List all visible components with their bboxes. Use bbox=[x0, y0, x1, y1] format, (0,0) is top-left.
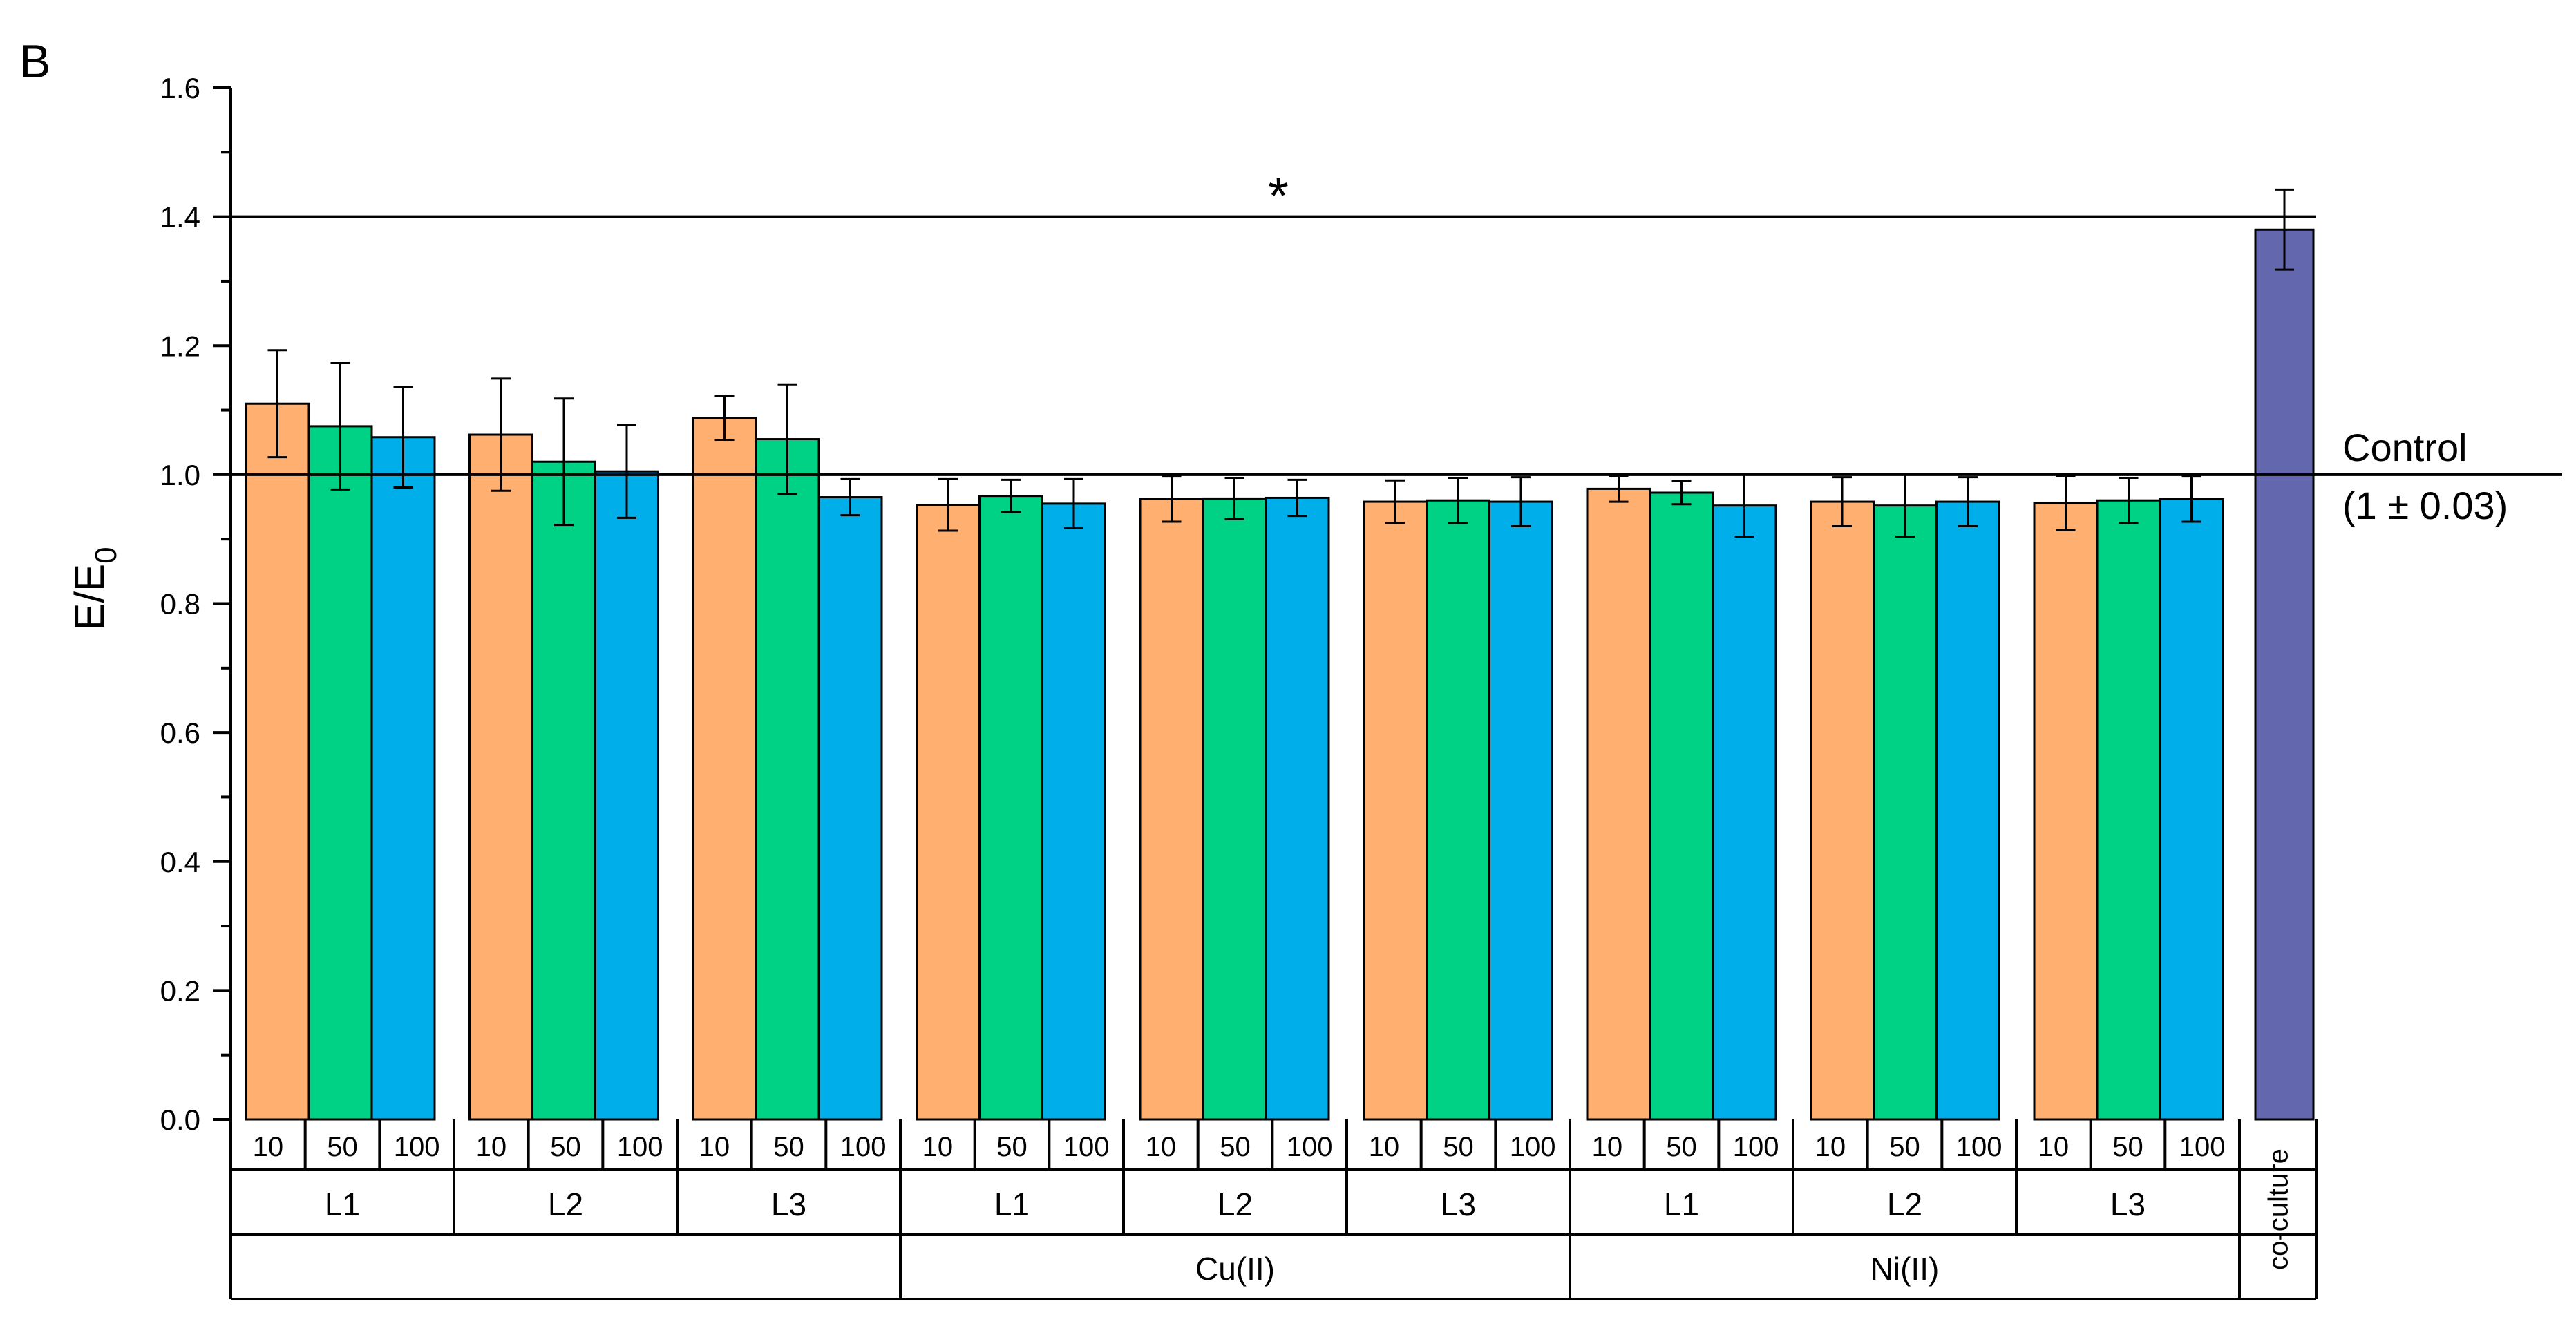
y-axis-label-subscript: 0 bbox=[89, 547, 123, 563]
ligand-label: L3 bbox=[1441, 1186, 1476, 1222]
concentration-label: 50 bbox=[327, 1132, 358, 1162]
ligand-label: L3 bbox=[771, 1186, 806, 1222]
concentration-label: 50 bbox=[1443, 1132, 1474, 1162]
bar-Cu(II)-L3-100 bbox=[1488, 500, 1553, 1121]
bar-Ni(II)-L1-100 bbox=[1712, 504, 1777, 1121]
concentration-label: 10 bbox=[2038, 1132, 2070, 1162]
bar-Ni(II)-L2-10 bbox=[1810, 500, 1875, 1121]
bar-ligand-L1-10 bbox=[245, 402, 310, 1121]
bar-Cu(II)-L3-50 bbox=[1426, 499, 1490, 1121]
bar-ligand-L3-100 bbox=[817, 496, 883, 1121]
concentration-label: 50 bbox=[2112, 1132, 2143, 1162]
bar-ligand-L2-100 bbox=[594, 470, 659, 1121]
bar-ligand-L1-100 bbox=[370, 436, 436, 1121]
concentration-label: 10 bbox=[1592, 1132, 1623, 1162]
metal-label: Ni(II) bbox=[1871, 1251, 1940, 1287]
bar-Cu(II)-L1-50 bbox=[978, 495, 1043, 1121]
y-axis-label: E/E0 bbox=[66, 547, 123, 630]
concentration-label: 10 bbox=[922, 1132, 954, 1162]
y-tick-label: 1.0 bbox=[160, 459, 200, 491]
reference-lines-layer: Control (1 ± 0.03) * bbox=[231, 167, 2562, 527]
category-table: 10 50 100 10 50 100 10 50 100 10 50 100 10 50 100 10 50 1… bbox=[229, 1119, 2318, 1300]
bar-Ni(II)-L3-10 bbox=[2033, 502, 2099, 1121]
concentration-label: 100 bbox=[1287, 1132, 1333, 1162]
y-tick-label: 1.2 bbox=[160, 330, 200, 362]
y-tick-label: 0.0 bbox=[160, 1104, 200, 1136]
ligand-label: L2 bbox=[1218, 1186, 1253, 1222]
bar-Cu(II)-L1-10 bbox=[916, 504, 981, 1121]
bar-ligand-L2-10 bbox=[468, 433, 533, 1121]
concentration-label: 100 bbox=[1063, 1132, 1110, 1162]
concentration-label: 100 bbox=[1510, 1132, 1556, 1162]
y-tick-label: 1.6 bbox=[160, 72, 200, 104]
ligand-label: L1 bbox=[325, 1186, 360, 1222]
concentration-label: 10 bbox=[253, 1132, 284, 1162]
y-tick-label: 1.4 bbox=[160, 201, 200, 234]
y-tick-label: 0.8 bbox=[160, 588, 200, 621]
y-axis-label-main: E/E bbox=[66, 564, 113, 631]
panel-label: B bbox=[19, 35, 50, 88]
axes-layer: 0.0 0.2 0.4 0.6 0.8 1.0 1.2 1.4 1.6 bbox=[160, 72, 232, 1136]
bar-Cu(II)-L1-100 bbox=[1041, 502, 1106, 1121]
y-tick-label: 0.4 bbox=[160, 846, 200, 878]
ligand-label: L2 bbox=[548, 1186, 583, 1222]
concentration-label: 50 bbox=[773, 1132, 804, 1162]
bar-ligand-L1-50 bbox=[307, 425, 373, 1121]
concentration-label: 10 bbox=[1146, 1132, 1177, 1162]
significance-marker: * bbox=[1268, 167, 1289, 226]
bar-Ni(II)-L3-100 bbox=[2159, 498, 2224, 1121]
y-tick-label: 0.6 bbox=[160, 717, 200, 749]
bars-layer bbox=[245, 228, 2315, 1121]
concentration-label: 50 bbox=[996, 1132, 1027, 1162]
bar-Ni(II)-L2-50 bbox=[1873, 504, 1938, 1121]
concentration-label: 50 bbox=[1220, 1132, 1251, 1162]
bar-Ni(II)-L3-50 bbox=[2096, 499, 2161, 1121]
concentration-label: 50 bbox=[1666, 1132, 1697, 1162]
metal-label: Cu(II) bbox=[1195, 1251, 1275, 1287]
y-tick-label: 0.2 bbox=[160, 974, 200, 1007]
bar-coculture bbox=[2254, 228, 2315, 1121]
concentration-label: 100 bbox=[394, 1132, 440, 1162]
ligand-label: L2 bbox=[1887, 1186, 1922, 1222]
concentration-label: 100 bbox=[2179, 1132, 2226, 1162]
concentration-label: 10 bbox=[699, 1132, 730, 1162]
ligand-label: L3 bbox=[2110, 1186, 2146, 1222]
ligand-label: L1 bbox=[994, 1186, 1030, 1222]
concentration-label: 50 bbox=[550, 1132, 581, 1162]
control-range-label: (1 ± 0.03) bbox=[2342, 484, 2508, 527]
bar-Cu(II)-L3-10 bbox=[1363, 500, 1428, 1121]
bar-ligand-L3-50 bbox=[755, 438, 820, 1121]
bar-Ni(II)-L2-100 bbox=[1935, 500, 2000, 1121]
bar-ligand-L3-10 bbox=[692, 417, 757, 1121]
concentration-label: 100 bbox=[617, 1132, 663, 1162]
bar-Ni(II)-L1-10 bbox=[1586, 487, 1651, 1121]
control-label: Control bbox=[2342, 426, 2468, 469]
concentration-label: 50 bbox=[1889, 1132, 1920, 1162]
bar-Cu(II)-L2-100 bbox=[1265, 496, 1330, 1121]
concentration-label: 100 bbox=[840, 1132, 887, 1162]
concentration-label: 100 bbox=[1733, 1132, 1779, 1162]
bar-Cu(II)-L2-50 bbox=[1202, 497, 1267, 1121]
bar-ligand-L2-50 bbox=[531, 460, 596, 1121]
concentration-label: 10 bbox=[1369, 1132, 1400, 1162]
concentration-label: 100 bbox=[1956, 1132, 2002, 1162]
ligand-label: L1 bbox=[1664, 1186, 1699, 1222]
bar-Cu(II)-L2-10 bbox=[1139, 498, 1204, 1121]
bar-Ni(II)-L1-50 bbox=[1649, 491, 1714, 1121]
concentration-label: 10 bbox=[1815, 1132, 1846, 1162]
coculture-label: co-culture bbox=[2264, 1148, 2294, 1270]
concentration-label: 10 bbox=[476, 1132, 507, 1162]
